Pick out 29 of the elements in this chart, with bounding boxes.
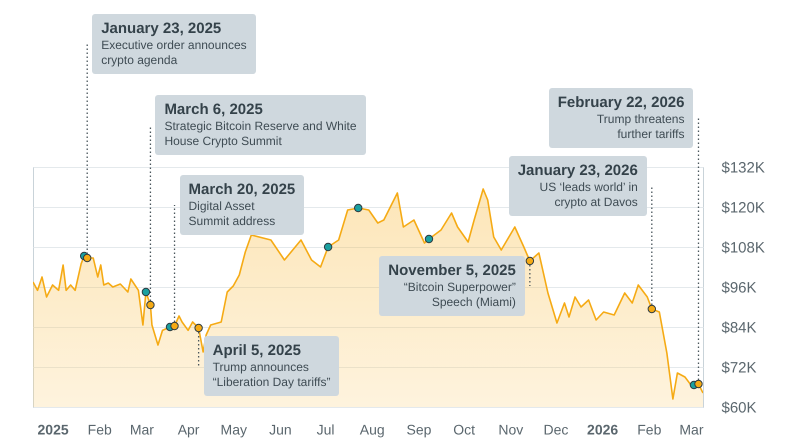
annotation: January 23, 2025 Executive order announces crypto agenda <box>101 19 247 67</box>
x-tick-label: Feb <box>637 422 662 438</box>
annotation: March 6, 2025 Strategic Bitcoin Reserve and White House Crypto Summit <box>164 100 357 148</box>
x-tick-label: 2026 <box>587 422 618 438</box>
y-tick-label: $132K <box>722 160 765 176</box>
x-tick-label: Feb <box>88 422 112 438</box>
x-tick-label: Mar <box>130 422 154 438</box>
annotation: January 23, 2026 US ‘leads world’ in crypto at Davos <box>518 161 638 209</box>
x-tick-label: Oct <box>453 422 476 438</box>
x-tick-label: Aug <box>360 422 385 438</box>
y-tick-label: $96K <box>722 280 757 296</box>
x-tick-label: Jun <box>269 422 292 438</box>
y-tick-label: $108K <box>722 240 765 256</box>
annotation: February 22, 2026 Trump threatens further tariffs <box>558 93 684 141</box>
y-tick-label: $72K <box>722 360 757 376</box>
x-tick-label: Dec <box>543 422 568 438</box>
y-tick-label: $120K <box>722 200 765 216</box>
x-tick-label: Mar <box>679 422 704 438</box>
y-tick-label: $60K <box>722 400 757 416</box>
x-tick-label: Sep <box>406 422 432 438</box>
annotation: March 20, 2025 Digital Asset Summit address <box>188 180 296 228</box>
x-tick-label: Apr <box>178 422 200 438</box>
x-tick-label: May <box>220 422 247 438</box>
x-tick-label: Jul <box>316 422 335 438</box>
x-tick-label: Nov <box>498 422 524 438</box>
annotation: November 5, 2025 “Bitcoin Superpower” Speech (Miami) <box>388 261 516 309</box>
x-tick-label: 2025 <box>37 422 69 438</box>
annotation: April 5, 2025 Trump announces “Liberation Day tariffs” <box>212 341 330 389</box>
y-tick-label: $84K <box>722 320 757 336</box>
